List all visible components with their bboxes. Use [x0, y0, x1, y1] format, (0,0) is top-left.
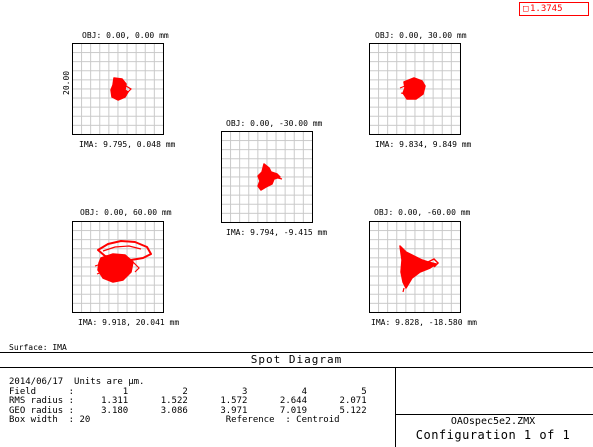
title-bottom-divider: [0, 367, 593, 368]
field-4-spot-box: [72, 221, 164, 313]
info-panel-divider: [395, 368, 396, 447]
info-date-units: 2014/06/17 Units are µm.: [9, 377, 145, 387]
file-name: OAOspec5e2.ZMX: [450, 416, 536, 427]
info-field-row: Field : 1 2 3 4 5: [9, 386, 367, 397]
field-5-spot-pattern: [399, 245, 440, 293]
info-block: 2014/06/17 Units are µm. Field : 1 2 3 4…: [9, 377, 367, 426]
field-2-spot-pattern: [399, 77, 426, 100]
field-2-obj-label: OBJ: 0.00, 30.00 mm: [375, 31, 467, 40]
info-rms-row: RMS radius : 1.311 1.522 1.572 2.644 2.0…: [9, 396, 367, 406]
info-box-width-row: Box width : 20 Reference : Centroid: [9, 415, 340, 425]
field-3-spot-box: [221, 131, 313, 223]
legend-value: 1.3745: [530, 4, 563, 14]
field-1-obj-label: OBJ: 0.00, 0.00 mm: [82, 31, 169, 40]
legend-marker: □: [523, 4, 529, 14]
field-4-spot-pattern: [94, 240, 152, 283]
field-3-ima-label: IMA: 9.794, -9.415 mm: [226, 228, 328, 237]
info-geo-row: GEO radius : 3.180 3.086 3.971 7.019 5.1…: [9, 405, 367, 416]
field-5-spot-box: [369, 221, 461, 313]
field-4-ima-label: IMA: 9.918, 20.041 mm: [78, 318, 180, 327]
field-1-ima-label: IMA: 9.795, 0.048 mm: [79, 140, 176, 149]
surface-label: Surface: IMA: [9, 343, 67, 352]
field-1-spot-box: [72, 43, 164, 135]
field-3-obj-label: OBJ: 0.00, -30.00 mm: [226, 119, 323, 128]
scale-bar-label: 20.00: [62, 70, 71, 95]
legend-box: □ 1.3745: [519, 2, 589, 16]
field-5-obj-label: OBJ: 0.00, -60.00 mm: [374, 208, 471, 217]
field-2-spot-box: [369, 43, 461, 135]
field-1-spot-pattern: [110, 77, 132, 101]
title-top-divider: [0, 352, 593, 353]
field-5-ima-label: IMA: 9.828, -18.580 mm: [371, 318, 477, 327]
configuration-label: Configuration 1 of 1: [415, 428, 571, 442]
field-3-spot-pattern: [257, 163, 283, 191]
file-panel-top-divider: [395, 414, 593, 415]
field-4-obj-label: OBJ: 0.00, 60.00 mm: [80, 208, 172, 217]
field-2-ima-label: IMA: 9.834, 9.849 mm: [375, 140, 472, 149]
page-title: Spot Diagram: [250, 353, 343, 366]
